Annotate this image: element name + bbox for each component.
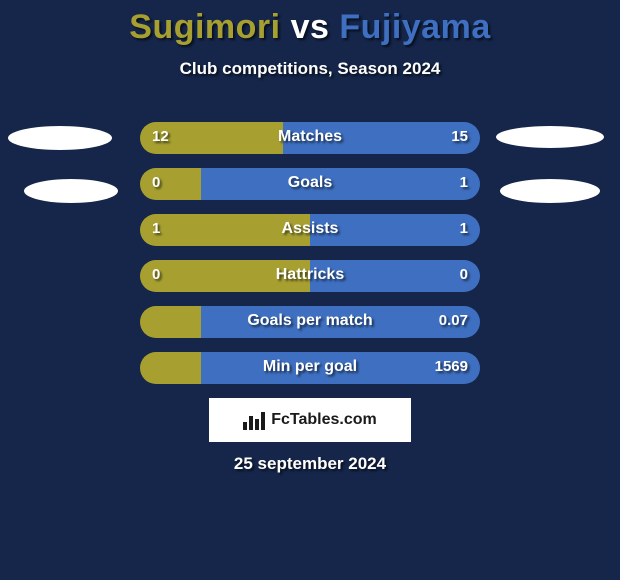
stat-value-left: 12 [152, 128, 169, 145]
stat-row: Assists1 1 [140, 214, 480, 246]
stat-value-right: 15 [451, 128, 468, 145]
stat-label: Matches [140, 128, 480, 146]
date-label: 25 september 2024 [0, 454, 620, 474]
team-left-logo-2 [24, 179, 118, 203]
page-title: Sugimori vs Fujiyama [0, 0, 620, 47]
team-left-logo-1 [8, 126, 112, 150]
stat-label: Goals per match [140, 312, 480, 330]
brand-text: FcTables.com [271, 411, 377, 429]
stat-row: Matches12 15 [140, 122, 480, 154]
brand-badge: FcTables.com [209, 398, 411, 442]
team-right-logo-2 [500, 179, 600, 203]
title-right: Fujiyama [339, 8, 490, 46]
stat-row: Goals0 1 [140, 168, 480, 200]
subtitle: Club competitions, Season 2024 [0, 59, 620, 79]
stat-label: Hattricks [140, 266, 480, 284]
stat-label: Min per goal [140, 358, 480, 376]
stat-value-right: 1 [460, 220, 468, 237]
stat-row: Goals per match0.07 [140, 306, 480, 338]
title-vs: vs [291, 8, 330, 46]
stats-chart: Matches1215Goals01Assists11Hattricks00Go… [140, 122, 480, 398]
team-right-logo-1 [496, 126, 604, 148]
stat-value-left: 0 [152, 266, 160, 283]
stat-value-right: 0.07 [439, 312, 468, 329]
stat-value-left: 1 [152, 220, 160, 237]
stat-row: Min per goal1569 [140, 352, 480, 384]
stat-value-right: 1 [460, 174, 468, 191]
stat-label: Assists [140, 220, 480, 238]
stat-value-right: 1569 [435, 358, 468, 375]
stat-label: Goals [140, 174, 480, 192]
stat-value-right: 0 [460, 266, 468, 283]
stat-row: Hattricks0 0 [140, 260, 480, 292]
stat-value-left: 0 [152, 174, 160, 191]
title-left: Sugimori [129, 8, 280, 46]
brand-bars-icon [243, 410, 265, 430]
